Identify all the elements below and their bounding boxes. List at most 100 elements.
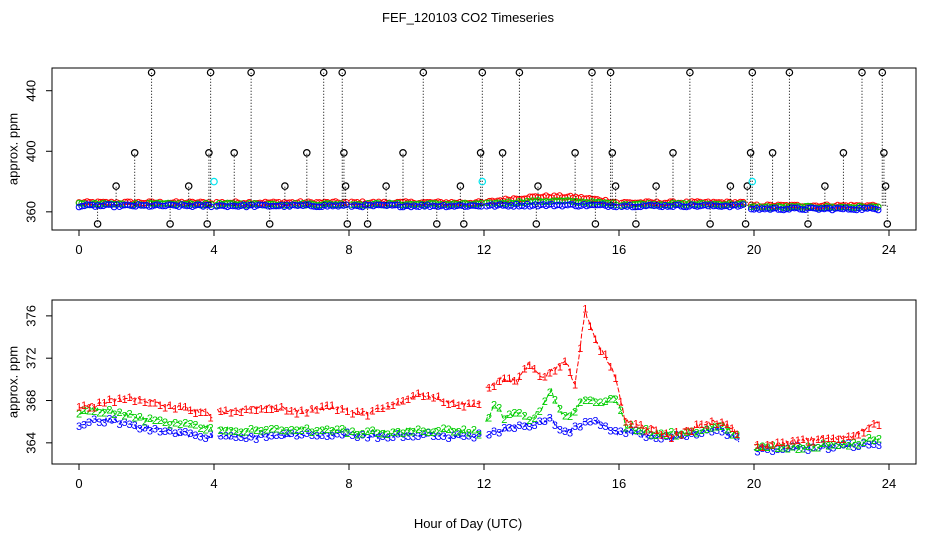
series-2-marker: 2 [876, 434, 882, 446]
series-2-marker: 2 [689, 426, 695, 438]
series-2-marker: 2 [203, 424, 209, 436]
series-3-marker: 3 [91, 414, 97, 426]
series-2-marker: 2 [96, 408, 102, 420]
series-3-marker: 3 [223, 430, 229, 442]
series-3-marker: 3 [486, 429, 492, 441]
spike-point [743, 182, 752, 190]
spike-point [382, 182, 390, 190]
series-1-marker: 1 [871, 419, 877, 431]
series-3-marker: 3 [446, 433, 452, 445]
series-3-marker: 3 [582, 417, 588, 429]
series-1-marker: 1 [106, 394, 112, 406]
series-1-marker: 1 [218, 406, 224, 418]
series-2-marker: 2 [309, 427, 315, 439]
series-1-marker: 1 [354, 406, 360, 418]
series-3-marker: 3 [273, 430, 279, 442]
series-2-marker: 2 [147, 413, 153, 425]
series-1-marker: 1 [562, 356, 568, 368]
series-2-marker: 2 [380, 429, 386, 441]
series-1-marker: 1 [496, 376, 502, 388]
data-point-blue [475, 202, 482, 210]
series-1-line [78, 308, 880, 449]
series-3-marker: 3 [876, 440, 882, 452]
series-3-marker: 3 [840, 440, 846, 452]
series-3-marker: 3 [187, 428, 193, 440]
series-2-marker: 2 [532, 413, 538, 425]
series-1-marker: 1 [866, 423, 872, 435]
spike-point [588, 68, 596, 77]
series-2-marker: 2 [810, 442, 816, 454]
series-2-marker: 2 [608, 393, 614, 405]
series-2-marker: 2 [172, 418, 178, 430]
series-3-marker: 3 [592, 416, 598, 428]
series-3-marker: 3 [658, 433, 664, 445]
series-3-marker: 3 [572, 421, 578, 433]
series-1-marker: 1 [608, 361, 614, 373]
spike-point [203, 220, 212, 228]
series-3-marker: 3 [329, 430, 335, 442]
series-3-marker: 3 [866, 439, 872, 451]
series-2-marker: 2 [527, 415, 533, 427]
x-tick-label: 12 [477, 476, 491, 491]
spike-point [205, 149, 213, 157]
series-1-marker: 1 [243, 404, 249, 416]
series-1-marker: 1 [724, 419, 730, 431]
spike-point [338, 68, 347, 77]
series-2-marker: 2 [673, 430, 679, 442]
series-3-marker: 3 [162, 426, 168, 438]
series-1-marker: 1 [638, 419, 644, 431]
series-1-marker: 1 [815, 434, 821, 446]
series-1-marker: 1 [810, 437, 816, 449]
series-2-marker: 2 [299, 425, 305, 437]
series-3-marker: 3 [800, 444, 806, 456]
series-3-marker: 3 [557, 425, 563, 437]
series-1-marker: 1 [805, 436, 811, 448]
series-1-marker: 1 [415, 388, 421, 400]
series-1-marker: 1 [147, 398, 153, 410]
series-3-marker: 3 [137, 423, 143, 435]
spike-point [166, 220, 174, 228]
series-3-marker: 3 [552, 420, 558, 432]
series-2-marker: 2 [451, 426, 457, 438]
spike-point [632, 220, 640, 228]
series-2-marker: 2 [466, 428, 472, 440]
series-1-marker: 1 [91, 403, 97, 415]
series-1-marker: 1 [699, 419, 705, 431]
series-1-marker: 1 [187, 405, 193, 417]
series-3-marker: 3 [780, 444, 786, 456]
spike-point [706, 220, 714, 228]
series-2-marker: 2 [329, 425, 335, 437]
y-tick-label: 364 [23, 432, 38, 454]
series-2-marker: 2 [699, 425, 705, 437]
spike-point [247, 68, 255, 77]
series-1-marker: 1 [729, 423, 735, 435]
series-3-marker: 3 [172, 428, 178, 440]
spike-point [532, 220, 541, 228]
series-3-marker: 3 [243, 433, 249, 445]
series-1-marker: 1 [754, 439, 760, 451]
series-2-marker: 2 [648, 430, 654, 442]
series-3-marker: 3 [278, 430, 284, 442]
series-2-marker: 2 [785, 443, 791, 455]
series-2-marker: 2 [248, 424, 254, 436]
spike-point [652, 182, 660, 190]
series-3-marker: 3 [547, 413, 553, 425]
data-point-blue [610, 203, 617, 210]
series-3-marker: 3 [116, 419, 122, 431]
x-tick-label: 24 [882, 476, 896, 491]
series-2-marker: 2 [197, 423, 203, 435]
series-3-marker: 3 [111, 414, 117, 426]
series-3-marker: 3 [754, 447, 760, 459]
series-3-marker: 3 [233, 432, 239, 444]
series-1-marker: 1 [182, 402, 188, 414]
series-1-marker: 1 [365, 410, 371, 422]
series-3-marker: 3 [420, 429, 426, 441]
series-1-marker: 1 [111, 397, 117, 409]
spike-point [606, 68, 615, 77]
series-2-marker: 2 [192, 419, 198, 431]
series-3-marker: 3 [577, 422, 583, 434]
series-1-marker: 1 [430, 393, 436, 405]
series-1-marker: 1 [385, 401, 391, 413]
series-2-marker: 2 [643, 424, 649, 436]
series-1-marker: 1 [597, 346, 603, 358]
